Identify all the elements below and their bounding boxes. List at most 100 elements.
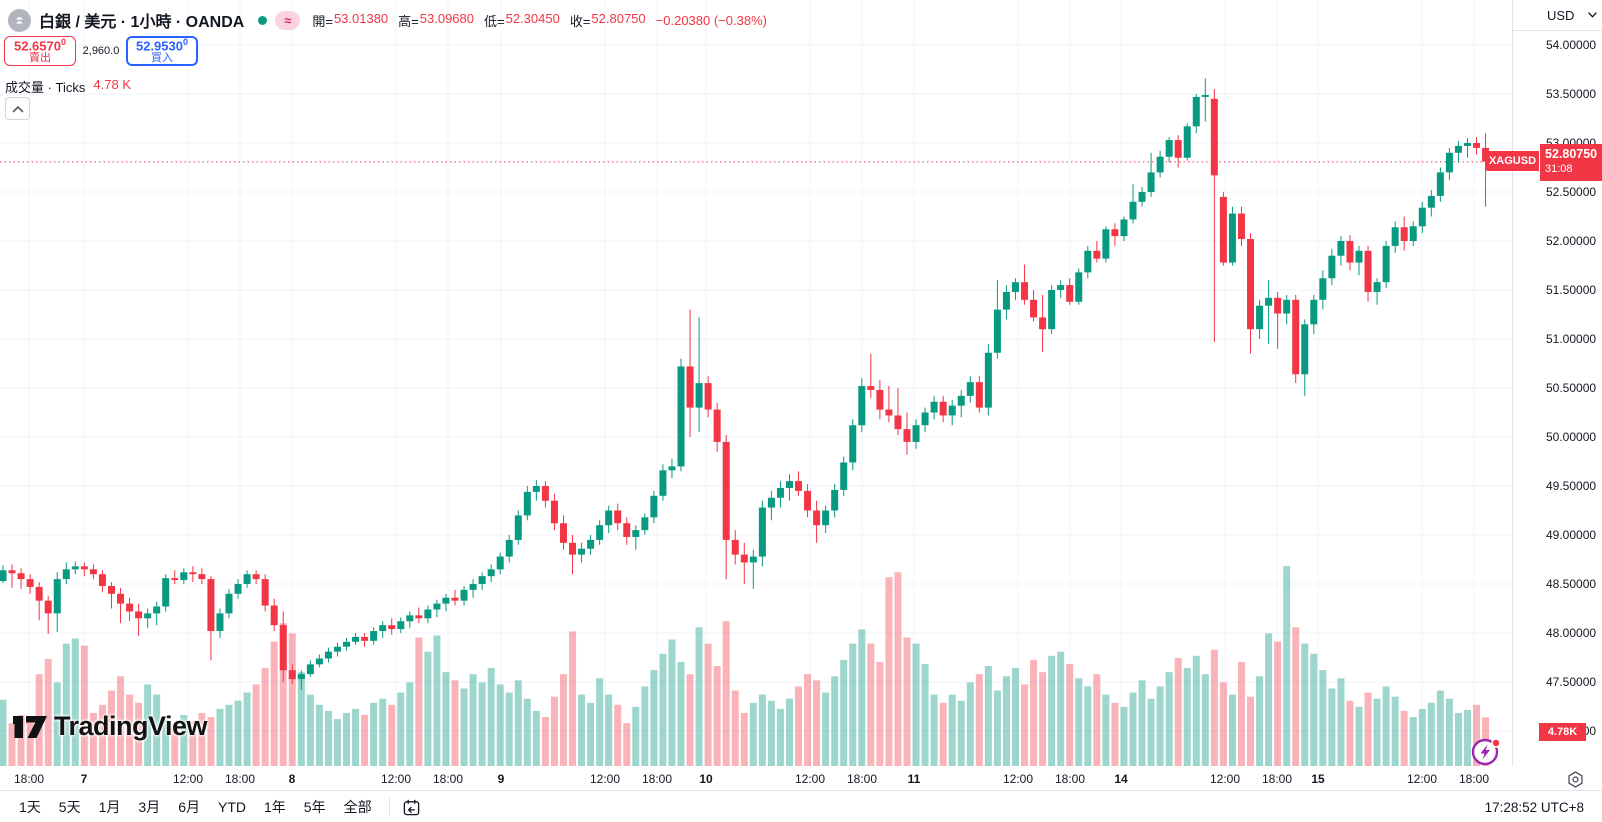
tradingview-watermark: TradingView [12,711,208,742]
volume-bar [912,643,920,766]
range-button-1年[interactable]: 1年 [263,799,286,815]
volume-bar [804,674,812,766]
buy-price: 52.9530 [135,38,183,54]
candle [578,542,586,563]
volume-bar [514,680,522,766]
candle [1400,216,1408,251]
volume-bar [496,684,504,766]
time-label-day: 10 [699,772,713,786]
range-button-1天[interactable]: 1天 [19,799,41,815]
volume-bar [1283,566,1291,766]
candle [379,621,387,638]
candle [107,582,115,609]
volume-bar [379,698,387,766]
volume-bar [677,661,685,766]
candle [352,633,360,645]
volume-bar [587,702,595,766]
candle [26,574,34,594]
candle [722,435,730,580]
candle [433,599,441,618]
candle [496,552,504,575]
candle [126,597,134,622]
time-label-day: 9 [497,772,505,786]
price-axis[interactable]: USD 54.00000 53.50000 53.00000 52.50000 52.0… [1486,0,1602,766]
calendar-icon [403,799,420,815]
volume-bar [415,637,423,766]
time-axis[interactable]: 18:00 7 12:00 18:00 8 12:00 18:00 9 12:00 18:00 10… [0,766,1602,791]
currency-selector[interactable]: USD [1513,0,1602,31]
candle [695,317,703,433]
candle [1147,152,1155,197]
candle [243,570,251,588]
candle [1418,201,1426,234]
volume-bar [849,643,857,766]
clock[interactable]: 17:28:52 UTC+8 [1484,799,1584,815]
volume-bar [324,710,332,766]
change-value: −0.20380 (−0.38%) [655,12,767,28]
candle [1256,299,1264,339]
volume-bar [966,682,974,766]
price-axis-label: 52.50000 [1546,185,1597,199]
sell-price: 52.6570 [13,38,61,54]
range-button-全部[interactable]: 全部 [343,799,372,815]
tradingview-logo-icon [13,715,47,738]
volume-bar [442,672,450,766]
range-button-5天[interactable]: 5天 [58,799,81,815]
symbol-logo-icon [8,8,31,32]
candle [1002,285,1010,320]
volume-bar [614,704,622,766]
candle [677,358,685,472]
range-button-YTD[interactable]: YTD [217,799,246,815]
bottom-toolbar: 1天 5天 1月 3月 6月 YTD 1年 5年 全部 17:28:52 UTC+8 [0,792,1602,822]
chevron-down-icon [1588,12,1598,18]
time-label-hour: 18:00 [1458,772,1490,786]
range-button-6月[interactable]: 6月 [178,799,200,815]
approx-data-badge[interactable]: ≈ [275,10,301,30]
candle [451,589,459,606]
volume-bar [695,627,703,766]
candle [144,608,152,629]
candle [478,572,486,590]
symbol-title[interactable]: 白銀 / 美元 · 1小時 · OANDA [39,14,245,31]
candle [153,601,161,626]
volume-bar [722,621,730,766]
volume-bar [424,651,432,766]
candle [8,564,16,588]
volume-bar [1382,686,1390,766]
volume-bar [632,706,640,766]
volume-bar [8,723,16,766]
lightning-boost-icon[interactable] [1470,735,1504,768]
candle [1364,245,1372,302]
time-label-hour: 18:00 [641,772,673,786]
candle [550,493,558,531]
candle [1084,245,1092,279]
go-to-date-button[interactable] [398,795,426,819]
volume-bar [993,690,1001,766]
volume-bar [252,684,260,766]
volume-bar [1364,692,1372,766]
gear-icon[interactable] [1564,768,1586,790]
candle [62,562,70,584]
candle [53,572,61,633]
range-button-1月[interactable]: 1月 [98,799,121,815]
candle [1265,280,1273,344]
volume-bar [867,643,875,766]
candle [1382,241,1390,289]
candle [776,481,784,508]
volume-bar [578,694,586,766]
chart-canvas[interactable] [0,0,1512,766]
buy-button[interactable]: 52.95300 買入 [126,36,198,66]
candle [1210,89,1218,342]
volume-bar [975,674,983,766]
range-button-3月[interactable]: 3月 [138,799,161,815]
sell-button[interactable]: 52.65700 賣出 [4,36,76,66]
candle [1183,123,1191,161]
collapse-legend-button[interactable] [5,97,30,120]
candle [333,642,341,657]
candle [1328,248,1336,286]
volume-bar [1156,686,1164,766]
range-button-5年[interactable]: 5年 [303,799,326,815]
volume-bar [1301,643,1309,766]
volume-bar [1165,672,1173,766]
volume-bar [957,700,965,766]
